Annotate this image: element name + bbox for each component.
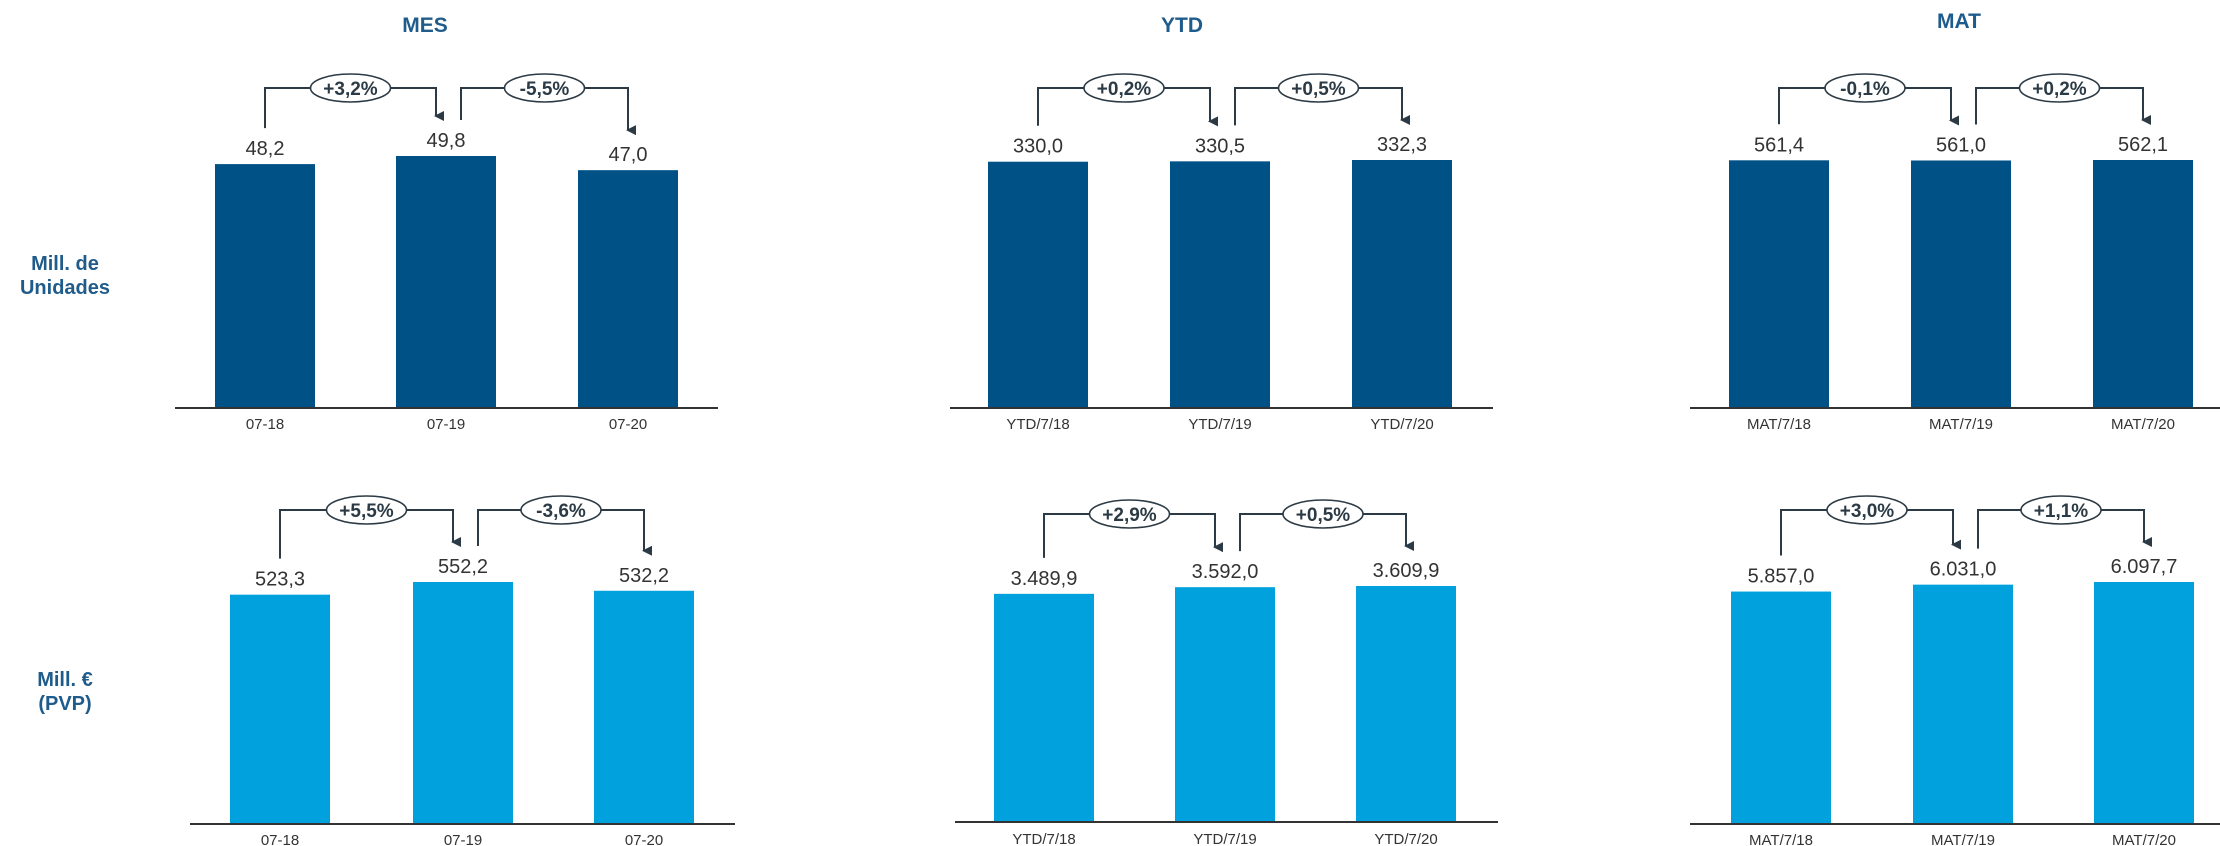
data-label: 47,0: [609, 144, 648, 166]
tick-label: YTD/7/18: [1006, 416, 1069, 433]
bar: [1356, 586, 1456, 822]
tick-label: YTD/7/18: [1012, 831, 1075, 846]
bar: [578, 170, 678, 408]
tick-label: 07-18: [246, 416, 284, 433]
data-label: 5.857,0: [1748, 566, 1815, 588]
change-label: +1,1%: [2034, 501, 2089, 522]
bar: [1731, 592, 1831, 824]
tick-label: 07-19: [427, 416, 465, 433]
tick-label: MAT/7/20: [2111, 416, 2175, 433]
change-label: +3,2%: [323, 79, 378, 100]
bar: [413, 582, 513, 824]
bar: [1913, 585, 2013, 824]
tick-label: MAT/7/20: [2112, 832, 2176, 846]
bar: [2093, 160, 2193, 408]
data-label: 49,8: [427, 130, 466, 152]
change-label: +5,5%: [339, 501, 394, 522]
tick-label: YTD/7/19: [1193, 831, 1256, 846]
bar: [1911, 160, 2011, 408]
change-label: +0,5%: [1291, 79, 1346, 100]
change-label: -3,6%: [536, 501, 586, 522]
tick-label: 07-20: [625, 832, 663, 846]
data-label: 3.592,0: [1192, 561, 1259, 583]
tick-label: MAT/7/18: [1747, 416, 1811, 433]
tick-label: YTD/7/19: [1188, 416, 1251, 433]
change-label: -5,5%: [520, 79, 570, 100]
bar: [2094, 582, 2194, 824]
data-label: 561,0: [1936, 134, 1986, 156]
data-label: 562,1: [2118, 134, 2168, 156]
bar: [1729, 160, 1829, 408]
bar: [1352, 160, 1452, 408]
data-label: 3.489,9: [1011, 568, 1078, 590]
bar: [396, 156, 496, 408]
bar: [230, 595, 330, 824]
data-label: 532,2: [619, 565, 669, 587]
tick-label: MAT/7/19: [1929, 416, 1993, 433]
data-label: 330,0: [1013, 136, 1063, 158]
tick-label: MAT/7/18: [1749, 832, 1813, 846]
data-label: 6.097,7: [2111, 556, 2178, 578]
change-label: +0,2%: [2032, 79, 2087, 100]
data-label: 523,3: [255, 569, 305, 591]
tick-label: YTD/7/20: [1370, 416, 1433, 433]
change-label: +2,9%: [1102, 505, 1157, 526]
tick-label: YTD/7/20: [1374, 831, 1437, 846]
data-label: 6.031,0: [1930, 559, 1997, 581]
bar: [994, 594, 1094, 822]
tick-label: 07-20: [609, 416, 647, 433]
bar: [988, 162, 1088, 408]
tick-label: 07-19: [444, 832, 482, 846]
tick-label: MAT/7/19: [1931, 832, 1995, 846]
tick-label: 07-18: [261, 832, 299, 846]
bar: [594, 591, 694, 824]
change-label: +0,5%: [1296, 505, 1351, 526]
bar: [1170, 161, 1270, 408]
change-label: -0,1%: [1840, 79, 1890, 100]
data-label: 48,2: [246, 138, 285, 160]
bar: [1175, 587, 1275, 822]
change-label: +0,2%: [1097, 79, 1152, 100]
data-label: 552,2: [438, 556, 488, 578]
data-label: 332,3: [1377, 134, 1427, 156]
data-label: 561,4: [1754, 134, 1804, 156]
data-label: 330,5: [1195, 135, 1245, 157]
data-label: 3.609,9: [1373, 560, 1440, 582]
bar: [215, 164, 315, 408]
change-label: +3,0%: [1840, 501, 1895, 522]
